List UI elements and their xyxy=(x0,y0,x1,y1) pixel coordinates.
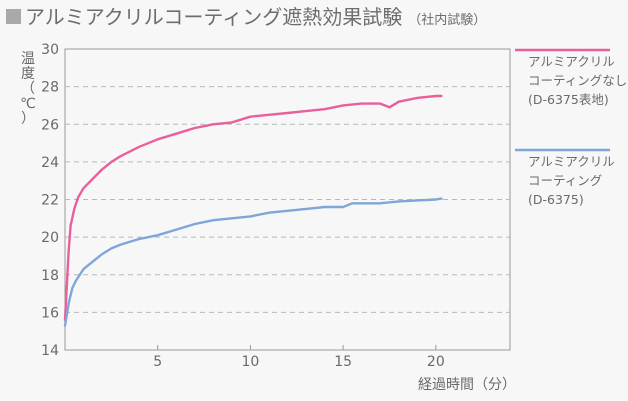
legend-label-2: (D-6375) xyxy=(528,192,584,207)
grid-lines xyxy=(65,86,510,313)
series-line-1 xyxy=(63,94,443,322)
legend-label-1: アルミアクリル xyxy=(528,54,615,69)
y-axis-label-char: 度 xyxy=(21,66,35,82)
chart-title-main: アルミアクリルコーティング遮熱効果試験 xyxy=(25,5,402,29)
legend-label-1: コーティングなし xyxy=(528,73,627,88)
y-axis-label-char: （ xyxy=(21,81,35,97)
y-axis-label-char: ℃ xyxy=(20,96,36,112)
legend-label-2: コーティング xyxy=(528,173,602,188)
x-tick-label: 10 xyxy=(242,354,260,370)
y-tick-label: 22 xyxy=(41,193,59,209)
y-tick-label: 20 xyxy=(41,230,59,246)
x-axis-label: 経過時間（分） xyxy=(418,377,516,393)
y-tick-label: 14 xyxy=(41,343,59,359)
y-axis-label-char: 温 xyxy=(21,51,35,67)
y-tick-labels: 14 16 18 20 22 24 26 28 30 xyxy=(41,42,59,359)
x-tick-labels: 5 10 15 20 xyxy=(153,345,445,370)
x-tick-label: 20 xyxy=(427,354,445,370)
y-axis-label-char: ） xyxy=(21,111,35,127)
legend-label-1: (D-6375表地) xyxy=(528,92,609,107)
y-tick-label: 26 xyxy=(41,117,59,133)
y-tick-label: 30 xyxy=(41,42,59,58)
y-tick-label: 28 xyxy=(41,80,59,96)
y-tick-label: 18 xyxy=(41,268,59,284)
series-line-2 xyxy=(63,197,443,327)
x-tick-label: 5 xyxy=(153,354,162,370)
series-lines xyxy=(63,94,443,327)
title-marker xyxy=(6,9,21,24)
legend-label-2: アルミアクリル xyxy=(528,154,615,169)
y-tick-label: 16 xyxy=(41,305,59,321)
chart-subtitle: （社内試験） xyxy=(408,12,486,28)
y-axis-label: 温度（℃） xyxy=(20,51,36,127)
chart-title: アルミアクリルコーティング遮熱効果試験 （社内試験） xyxy=(25,5,486,29)
x-tick-label: 15 xyxy=(334,354,352,370)
y-tick-label: 24 xyxy=(41,155,59,171)
